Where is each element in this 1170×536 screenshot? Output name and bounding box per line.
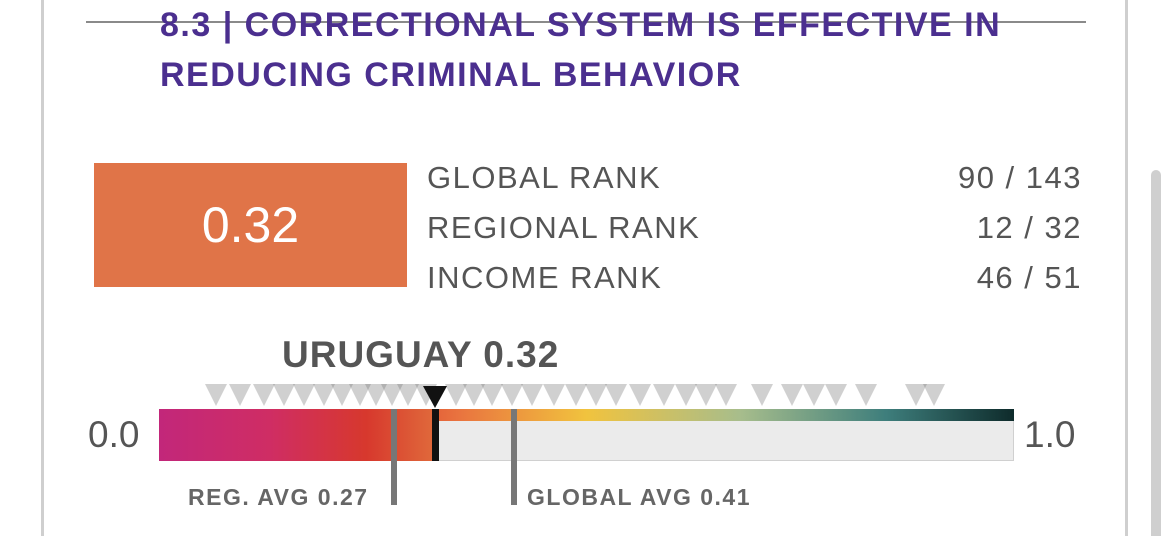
distribution-triangle xyxy=(565,384,587,406)
distribution-triangle xyxy=(521,384,543,406)
global-average-label: GLOBAL AVG 0.41 xyxy=(527,484,752,510)
distribution-triangle xyxy=(273,384,295,406)
scale-min-label: 0.0 xyxy=(88,414,140,455)
distribution-triangle xyxy=(205,384,227,406)
distribution-triangle xyxy=(825,384,847,406)
distribution-triangle xyxy=(605,384,627,406)
distribution-triangle xyxy=(501,384,523,406)
distribution-triangle xyxy=(463,384,485,406)
distribution-triangle xyxy=(585,384,607,406)
current-score-tick xyxy=(432,409,439,461)
country-score-label: URUGUAY 0.32 xyxy=(282,334,560,375)
distribution-triangle xyxy=(397,384,419,406)
distribution-triangle xyxy=(675,384,697,406)
distribution-triangle xyxy=(543,384,565,406)
rank-value: 46 / 51 xyxy=(976,260,1082,295)
distribution-triangle xyxy=(803,384,825,406)
current-score-marker-icon xyxy=(423,386,447,408)
distribution-triangle xyxy=(445,384,467,406)
distribution-triangle xyxy=(229,384,251,406)
distribution-triangle xyxy=(481,384,503,406)
rank-label: INCOME RANK xyxy=(427,260,663,295)
distribution-markers xyxy=(205,384,945,408)
distribution-triangle xyxy=(751,384,773,406)
distribution-triangle xyxy=(923,384,945,406)
score-badge: 0.32 xyxy=(94,163,407,287)
distribution-triangle xyxy=(381,384,403,406)
regional-average-label: REG. AVG 0.27 xyxy=(188,484,369,510)
distribution-triangle xyxy=(253,384,275,406)
rank-list: GLOBAL RANK 90 / 143 REGIONAL RANK 12 / … xyxy=(427,153,1082,303)
regional-average-line xyxy=(391,409,397,505)
distribution-triangle xyxy=(313,384,335,406)
rank-value: 12 / 32 xyxy=(976,210,1082,245)
scale-max-label: 1.0 xyxy=(1024,414,1076,455)
global-average-line xyxy=(511,409,517,505)
score-value: 0.32 xyxy=(201,197,300,253)
distribution-triangle xyxy=(905,384,927,406)
distribution-triangle xyxy=(715,384,737,406)
score-fill xyxy=(159,409,435,461)
distribution-triangle xyxy=(331,384,353,406)
scrollbar-thumb[interactable] xyxy=(1151,170,1161,536)
distribution-triangle xyxy=(781,384,803,406)
distribution-triangle xyxy=(629,384,651,406)
rank-label: GLOBAL RANK xyxy=(427,160,662,195)
distribution-triangle xyxy=(293,384,315,406)
distribution-triangle xyxy=(349,384,371,406)
distribution-triangle xyxy=(855,384,877,406)
distribution-triangle xyxy=(653,384,675,406)
income-rank-row: INCOME RANK 46 / 51 xyxy=(427,253,1082,303)
global-rank-row: GLOBAL RANK 90 / 143 xyxy=(427,153,1082,203)
regional-rank-row: REGIONAL RANK 12 / 32 xyxy=(427,203,1082,253)
indicator-title: 8.3 | CORRECTIONAL SYSTEM IS EFFECTIVE I… xyxy=(160,6,1002,94)
distribution-triangle xyxy=(695,384,717,406)
rank-label: REGIONAL RANK xyxy=(427,210,701,245)
title-divider xyxy=(86,21,1086,23)
distribution-triangle xyxy=(365,384,387,406)
rank-value: 90 / 143 xyxy=(957,160,1082,195)
